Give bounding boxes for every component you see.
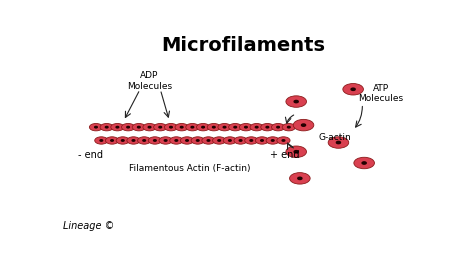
Circle shape [294,100,298,103]
Circle shape [148,126,151,128]
Circle shape [170,126,172,128]
Circle shape [282,140,285,141]
Circle shape [127,137,140,144]
Circle shape [137,137,151,144]
Circle shape [212,137,226,144]
Circle shape [294,151,298,153]
Circle shape [255,137,269,144]
Circle shape [351,88,355,90]
Circle shape [286,96,307,107]
Circle shape [207,140,210,141]
Circle shape [250,123,263,131]
Circle shape [121,123,135,131]
Circle shape [228,140,231,141]
Circle shape [154,123,167,131]
Text: ATP
Molecules: ATP Molecules [358,84,403,103]
Circle shape [245,126,247,128]
Circle shape [255,126,258,128]
Circle shape [343,84,364,95]
Circle shape [175,140,178,141]
Circle shape [132,140,135,141]
Circle shape [186,123,199,131]
Circle shape [105,126,108,128]
Circle shape [234,137,247,144]
Circle shape [111,123,124,131]
Circle shape [105,137,118,144]
Circle shape [197,123,210,131]
Circle shape [181,137,194,144]
Circle shape [261,123,274,131]
Circle shape [159,126,162,128]
Circle shape [239,123,253,131]
Text: - end: - end [78,150,103,160]
Circle shape [266,137,279,144]
Circle shape [196,140,199,141]
Circle shape [202,126,204,128]
Circle shape [181,126,183,128]
Circle shape [100,140,103,141]
Circle shape [298,177,302,180]
Circle shape [137,126,140,128]
Circle shape [90,123,102,131]
Circle shape [286,146,307,157]
Circle shape [272,123,285,131]
Circle shape [212,126,215,128]
Text: Lineage ©: Lineage © [63,221,114,231]
Circle shape [127,126,129,128]
Circle shape [218,123,231,131]
Circle shape [301,124,306,126]
Circle shape [159,137,172,144]
Circle shape [100,123,113,131]
Circle shape [164,140,167,141]
Circle shape [170,137,183,144]
Circle shape [354,157,374,169]
Circle shape [164,123,178,131]
Circle shape [191,137,204,144]
Circle shape [132,123,146,131]
Circle shape [250,140,253,141]
Circle shape [328,137,349,148]
Text: Microfilaments: Microfilaments [161,36,325,55]
Circle shape [287,126,290,128]
Circle shape [207,123,220,131]
Circle shape [234,126,237,128]
Circle shape [277,126,279,128]
Circle shape [116,126,118,128]
Circle shape [228,123,242,131]
Circle shape [121,140,124,141]
Circle shape [293,119,314,131]
Circle shape [282,123,295,131]
Circle shape [186,140,188,141]
Circle shape [290,173,310,184]
Circle shape [277,137,290,144]
Circle shape [143,123,156,131]
Circle shape [143,140,146,141]
Circle shape [362,162,366,164]
Text: + end: + end [271,150,300,160]
Circle shape [175,123,188,131]
Circle shape [95,137,108,144]
Circle shape [272,140,274,141]
Circle shape [202,137,215,144]
Circle shape [95,126,97,128]
Circle shape [218,140,220,141]
Circle shape [261,140,264,141]
Circle shape [111,140,113,141]
Text: G-actin: G-actin [318,133,351,142]
Circle shape [239,140,242,141]
Circle shape [223,137,237,144]
Circle shape [116,137,129,144]
Circle shape [266,126,269,128]
Circle shape [191,126,194,128]
Circle shape [154,140,156,141]
Text: Filamentous Actin (F-actin): Filamentous Actin (F-actin) [129,164,250,173]
Circle shape [245,137,258,144]
Circle shape [148,137,162,144]
Circle shape [337,141,340,144]
Circle shape [223,126,226,128]
Text: ADP
Molecules: ADP Molecules [127,71,172,91]
